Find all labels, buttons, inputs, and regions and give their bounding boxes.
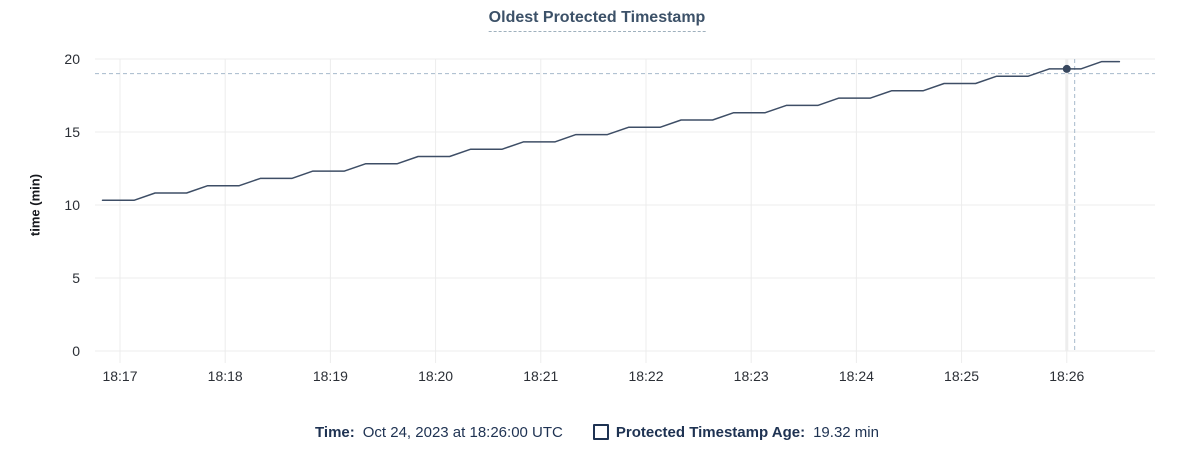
y-tick-label: 20 [64, 51, 80, 67]
plot-area[interactable]: 0 5 10 15 20 18:17 18:18 18:19 18:20 18:21 18:22 18… [0, 0, 1194, 400]
chart-title[interactable]: Oldest Protected Timestamp [488, 9, 706, 32]
x-tick-label: 18:22 [628, 368, 663, 384]
x-tick-label: 18:25 [944, 368, 979, 384]
legend-series-toggle[interactable]: Protected Timestamp Age: [592, 423, 813, 441]
legend-series-value: 19.32 min [813, 423, 879, 441]
series-line [101, 60, 1121, 202]
x-tick-label: 18:18 [208, 368, 243, 384]
y-tick-label: 0 [72, 343, 80, 359]
y-tick-label: 5 [72, 270, 80, 286]
y-tick-label: 10 [64, 197, 80, 213]
x-tick-label: 18:17 [102, 368, 137, 384]
y-tick-label: 15 [64, 124, 80, 140]
legend-time-value: Oct 24, 2023 at 18:26:00 UTC [362, 423, 563, 441]
highlight-point [1062, 64, 1071, 73]
x-tick-label: 18:20 [418, 368, 453, 384]
series-checkbox-icon[interactable] [592, 424, 609, 440]
legend-time-label: Time: [315, 423, 355, 441]
legend-series-label[interactable]: Protected Timestamp Age: [615, 423, 806, 441]
x-tick-label: 18:23 [734, 368, 769, 384]
legend: Time: Oct 24, 2023 at 18:26:00 UTC Prote… [0, 420, 1194, 444]
x-tick-label: 18:21 [523, 368, 558, 384]
x-tick-label: 18:26 [1049, 368, 1084, 384]
x-tick-label: 18:24 [839, 368, 874, 384]
x-tick-label: 18:19 [313, 368, 348, 384]
